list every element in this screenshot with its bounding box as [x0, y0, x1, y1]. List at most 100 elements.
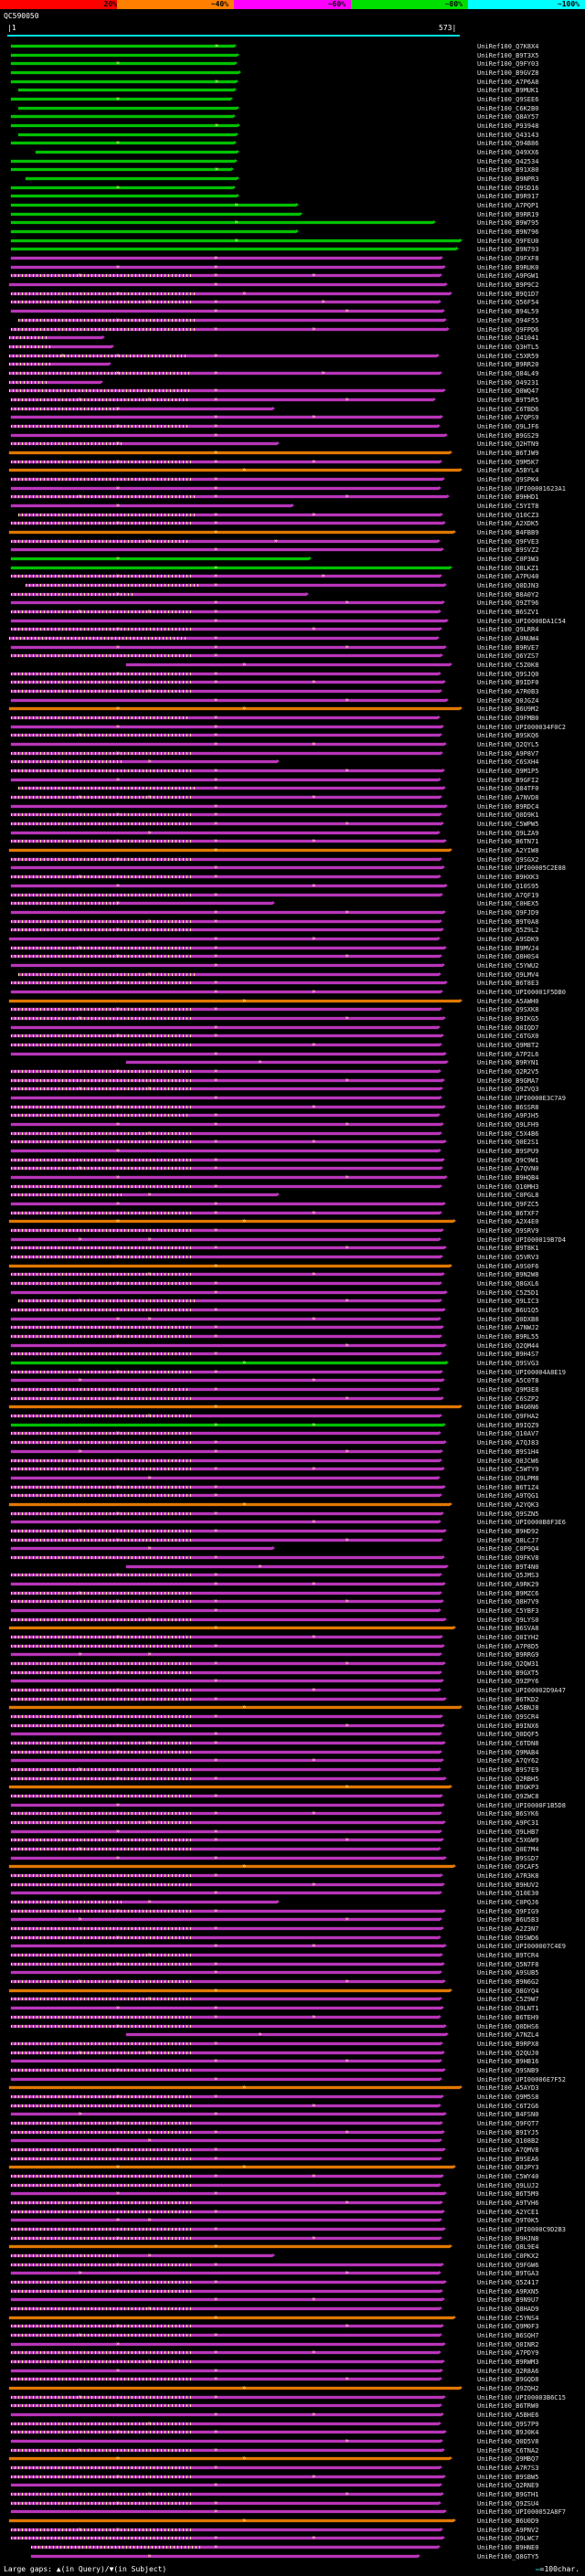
alignment-bar[interactable]: »»	[11, 2013, 441, 2020]
hit-label[interactable]: UniRef100_Q9FPD6	[477, 325, 539, 334]
hit-label[interactable]: UniRef100_Q9LRR4	[477, 626, 539, 634]
alignment-bar[interactable]: »	[8, 2314, 457, 2321]
alignment-bar[interactable]: »	[30, 2543, 441, 2550]
hit-label[interactable]: UniRef100_Q2R8A6	[477, 2367, 539, 2375]
hit-label[interactable]: UniRef100_B9HXK3	[477, 874, 539, 882]
alignment-bar[interactable]: »»	[11, 767, 445, 774]
alignment-bar[interactable]: »»	[11, 1076, 445, 1084]
alignment-bar[interactable]: »»	[11, 1067, 441, 1075]
alignment-bar[interactable]: »	[11, 165, 235, 173]
alignment-bar[interactable]: »	[11, 1995, 443, 2002]
alignment-bar[interactable]: »	[11, 2287, 444, 2295]
alignment-bar[interactable]: »	[8, 1262, 452, 1269]
alignment-bar[interactable]: »	[11, 2199, 444, 2206]
hit-label[interactable]: UniRef100_Q9LJF6	[477, 422, 539, 430]
hit-label[interactable]: UniRef100_B9H4S7	[477, 1351, 539, 1359]
hit-label[interactable]: UniRef100_B9T5R5	[477, 396, 539, 404]
hit-label[interactable]: UniRef100_C0HEX5	[477, 900, 539, 908]
alignment-bar[interactable]: »	[11, 95, 234, 102]
hit-label[interactable]: UniRef100_B4FBB9	[477, 528, 539, 536]
hit-label[interactable]: UniRef100_B9RPX8	[477, 2040, 539, 2048]
hit-label[interactable]: UniRef100_Q2RBH5	[477, 1775, 539, 1783]
alignment-bar[interactable]: »»	[11, 2189, 447, 2197]
hit-label[interactable]: UniRef100_Q0DQF5	[477, 1731, 539, 1739]
alignment-bar[interactable]: »	[8, 387, 446, 394]
hit-label[interactable]: UniRef100_UPI000052A8F7	[477, 2508, 566, 2517]
hit-label[interactable]: UniRef100_C6SZP2	[477, 1394, 539, 1403]
alignment-bar[interactable]: »	[11, 617, 450, 624]
hit-label[interactable]: UniRef100_A2YQK3	[477, 1500, 539, 1509]
hit-label[interactable]: UniRef100_B9GKP3	[477, 1784, 539, 1792]
hit-label[interactable]: UniRef100_C5YNS4	[477, 2314, 539, 2322]
alignment-bar[interactable]: »	[11, 590, 309, 598]
hit-label[interactable]: UniRef100_B6U9M2	[477, 705, 539, 714]
alignment-bar[interactable]: »	[8, 281, 449, 288]
hit-label[interactable]: UniRef100_B9J0K4	[477, 2429, 539, 2437]
hit-label[interactable]: UniRef100_Q0DXB8	[477, 1315, 539, 1323]
alignment-bar[interactable]: »»	[11, 625, 443, 632]
alignment-bar[interactable]: »»	[11, 2348, 441, 2356]
alignment-bar[interactable]: »	[11, 652, 444, 659]
alignment-bar[interactable]: »	[11, 2401, 443, 2409]
hit-label[interactable]: UniRef100_B9W795	[477, 219, 539, 228]
alignment-bar[interactable]	[18, 88, 237, 92]
hit-label[interactable]: UniRef100_Q9LUJ2	[477, 2181, 539, 2189]
alignment-bar[interactable]: »	[25, 581, 447, 588]
hit-label[interactable]: UniRef100_Q9M0F3	[477, 2323, 539, 2331]
hit-label[interactable]: UniRef100_B9Q1D7	[477, 290, 539, 298]
alignment-bar[interactable]: »	[11, 1182, 442, 1190]
alignment-bar[interactable]: »»	[11, 2411, 445, 2418]
alignment-bar[interactable]: »»	[11, 1881, 445, 1888]
alignment-bar[interactable]: »»	[8, 705, 463, 712]
alignment-bar[interactable]: »	[18, 316, 447, 323]
alignment-bar[interactable]: »	[11, 1669, 443, 1676]
alignment-bar[interactable]: »»»»	[11, 298, 441, 305]
hit-label[interactable]: UniRef100_UPI000019B7D4	[477, 1235, 566, 1244]
hit-label[interactable]: UniRef100_Q2HTN9	[477, 440, 539, 449]
alignment-bar[interactable]: »	[8, 1987, 452, 1994]
alignment-bar[interactable]: »»»	[11, 793, 443, 800]
alignment-bar[interactable]: »»	[11, 1915, 443, 1923]
hit-label[interactable]: UniRef100_Q9T0K5	[477, 2217, 539, 2225]
hit-label[interactable]: UniRef100_Q9FEU0	[477, 237, 539, 245]
hit-label[interactable]: UniRef100_A9PJH5	[477, 1112, 539, 1120]
hit-label[interactable]: UniRef100_B8A0Y2	[477, 590, 539, 599]
hit-label[interactable]: UniRef100_Q5VRV3	[477, 1254, 539, 1262]
hit-label[interactable]: UniRef100_A9TQG1	[477, 1492, 539, 1500]
alignment-bar[interactable]: »»	[11, 988, 444, 995]
alignment-bar[interactable]: »»	[11, 723, 445, 730]
alignment-bar[interactable]: »	[11, 1094, 442, 1101]
hit-label[interactable]: UniRef100_B9GS29	[477, 431, 539, 440]
hit-label[interactable]: UniRef100_A9SDK9	[477, 935, 539, 943]
alignment-bar[interactable]: »	[11, 2208, 445, 2215]
hit-label[interactable]: UniRef100_B9HHD1	[477, 493, 539, 502]
alignment-bar[interactable]: »	[11, 1518, 441, 1525]
alignment-bar[interactable]: »	[11, 1553, 445, 1561]
alignment-bar[interactable]: »	[11, 1457, 442, 1464]
hit-label[interactable]: UniRef100_B9P9C2	[477, 281, 539, 290]
alignment-bar[interactable]: »»»	[11, 1597, 445, 1605]
hit-label[interactable]: UniRef100_B9GQD8	[477, 2376, 539, 2384]
alignment-bar[interactable]: »	[8, 634, 440, 641]
alignment-bar[interactable]: »	[30, 2552, 421, 2560]
hit-label[interactable]: UniRef100_Q0IYH2	[477, 1633, 539, 1641]
hit-label[interactable]: UniRef100_O49231	[477, 378, 539, 387]
alignment-bar[interactable]: »	[11, 254, 444, 261]
alignment-bar[interactable]	[36, 150, 239, 154]
hit-label[interactable]: UniRef100_Q9M5K7	[477, 458, 539, 466]
alignment-bar[interactable]: »	[11, 961, 445, 969]
alignment-bar[interactable]: »»	[11, 1465, 445, 1472]
hit-label[interactable]: UniRef100_A5C0T8	[477, 1377, 539, 1385]
alignment-bar[interactable]: »	[11, 802, 449, 810]
hit-label[interactable]: UniRef100_B9RUK0	[477, 263, 539, 271]
alignment-bar[interactable]: »	[11, 1050, 447, 1057]
hit-label[interactable]: UniRef100_Q9S7P9	[477, 2420, 539, 2428]
alignment-bar[interactable]: »»	[11, 2428, 447, 2435]
hit-label[interactable]: UniRef100_Q9SNB9	[477, 2066, 539, 2074]
alignment-bar[interactable]: »»	[8, 1217, 457, 1224]
hit-label[interactable]: UniRef100_A2XDK5	[477, 520, 539, 528]
hit-label[interactable]: UniRef100_B6SZV1	[477, 609, 539, 616]
alignment-bar[interactable]: »»»	[8, 369, 443, 376]
hit-label[interactable]: UniRef100_B6TKD2	[477, 1695, 539, 1703]
alignment-bar[interactable]: »»	[11, 1209, 443, 1216]
